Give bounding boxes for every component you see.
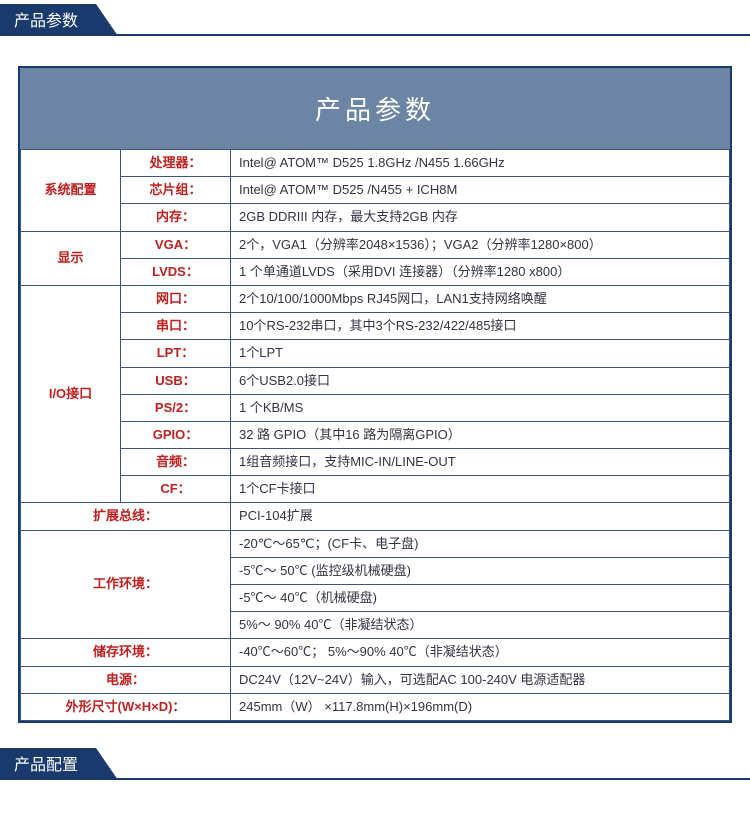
bottom-tab-bar: 产品配置 [0,748,750,780]
sub-label-cell: 串口： [121,313,231,340]
value-cell: 1个CF卡接口 [231,476,730,503]
table-row: 芯片组：Intel@ ATOM™ D525 /N455 + ICH8M [21,177,730,204]
table-row: GPIO：32 路 GPIO（其中16 路为隔离GPIO） [21,421,730,448]
sub-label-cell: CF： [121,476,231,503]
top-tab-label: 产品参数 [0,4,96,34]
category-wide-cell: 储存环境： [21,639,231,666]
sub-label-cell: 网口： [121,285,231,312]
category-wide-cell: 外形尺寸(W×H×D)： [21,693,231,720]
table-row: 内存：2GB DDRIII 内存，最大支持2GB 内存 [21,204,730,231]
sub-label-cell: 芯片组： [121,177,231,204]
category-wide-cell: 电源： [21,666,231,693]
sub-label-cell: 音频： [121,449,231,476]
category-cell: 显示 [21,231,121,285]
table-row: I/O接口网口：2个10/100/1000Mbps RJ45网口，LAN1支持网… [21,285,730,312]
category-wide-cell: 扩展总线： [21,503,231,530]
table-row: 串口：10个RS-232串口，其中3个RS-232/422/485接口 [21,313,730,340]
sub-label-cell: LPT： [121,340,231,367]
value-cell: Intel@ ATOM™ D525 /N455 + ICH8M [231,177,730,204]
table-row: 显示VGA：2个，VGA1（分辨率2048×1536）；VGA2（分辨率1280… [21,231,730,258]
value-cell: 2个，VGA1（分辨率2048×1536）；VGA2（分辨率1280×800） [231,231,730,258]
sub-label-cell: GPIO： [121,421,231,448]
value-cell: Intel@ ATOM™ D525 1.8GHz /N455 1.66GHz [231,150,730,177]
category-cell: I/O接口 [21,285,121,503]
value-cell: DC24V（12V~24V）输入，可选配AC 100-240V 电源适配器 [231,666,730,693]
tab-slant [96,4,118,36]
table-row: 储存环境：-40℃～60℃； 5%～90% 40℃（非凝结状态） [21,639,730,666]
value-cell: -20℃～65℃；(CF卡、电子盘) [231,530,730,557]
value-cell: -5℃～ 50℃ (监控级机械硬盘) [231,557,730,584]
panel-title: 产品参数 [20,68,730,149]
value-cell: PCI-104扩展 [231,503,730,530]
category-wide-cell: 工作环境： [21,530,231,639]
table-row: 扩展总线：PCI-104扩展 [21,503,730,530]
top-tab-bar: 产品参数 [0,4,750,36]
table-row: 电源：DC24V（12V~24V）输入，可选配AC 100-240V 电源适配器 [21,666,730,693]
value-cell: 2个10/100/1000Mbps RJ45网口，LAN1支持网络唤醒 [231,285,730,312]
value-cell: 10个RS-232串口，其中3个RS-232/422/485接口 [231,313,730,340]
table-row: LVDS：1 个单通道LVDS（采用DVI 连接器）（分辨率1280 x800） [21,258,730,285]
value-cell: 1组音频接口，支持MIC-IN/LINE-OUT [231,449,730,476]
value-cell: -40℃～60℃； 5%～90% 40℃（非凝结状态） [231,639,730,666]
table-row: 外形尺寸(W×H×D)：245mm（W） ×117.8mm(H)×196mm(D… [21,693,730,720]
spec-panel: 产品参数 系统配置处理器：Intel@ ATOM™ D525 1.8GHz /N… [18,66,732,723]
category-cell: 系统配置 [21,150,121,232]
sub-label-cell: LVDS： [121,258,231,285]
sub-label-cell: 处理器： [121,150,231,177]
value-cell: 5%～ 90% 40℃（非凝结状态） [231,612,730,639]
value-cell: 32 路 GPIO（其中16 路为隔离GPIO） [231,421,730,448]
sub-label-cell: USB： [121,367,231,394]
table-row: PS/2：1 个KB/MS [21,394,730,421]
value-cell: 6个USB2.0接口 [231,367,730,394]
value-cell: 1 个单通道LVDS（采用DVI 连接器）（分辨率1280 x800） [231,258,730,285]
table-row: CF：1个CF卡接口 [21,476,730,503]
spec-table: 系统配置处理器：Intel@ ATOM™ D525 1.8GHz /N455 1… [20,149,730,721]
table-row: USB：6个USB2.0接口 [21,367,730,394]
value-cell: 245mm（W） ×117.8mm(H)×196mm(D) [231,693,730,720]
sub-label-cell: 内存： [121,204,231,231]
sub-label-cell: PS/2： [121,394,231,421]
value-cell: 1个LPT [231,340,730,367]
table-row: 音频：1组音频接口，支持MIC-IN/LINE-OUT [21,449,730,476]
value-cell: -5℃～ 40℃（机械硬盘) [231,585,730,612]
tab-slant [96,748,118,780]
value-cell: 1 个KB/MS [231,394,730,421]
bottom-tab-label: 产品配置 [0,748,96,778]
sub-label-cell: VGA： [121,231,231,258]
table-row: 工作环境：-20℃～65℃；(CF卡、电子盘) [21,530,730,557]
table-row: 系统配置处理器：Intel@ ATOM™ D525 1.8GHz /N455 1… [21,150,730,177]
table-row: LPT：1个LPT [21,340,730,367]
value-cell: 2GB DDRIII 内存，最大支持2GB 内存 [231,204,730,231]
